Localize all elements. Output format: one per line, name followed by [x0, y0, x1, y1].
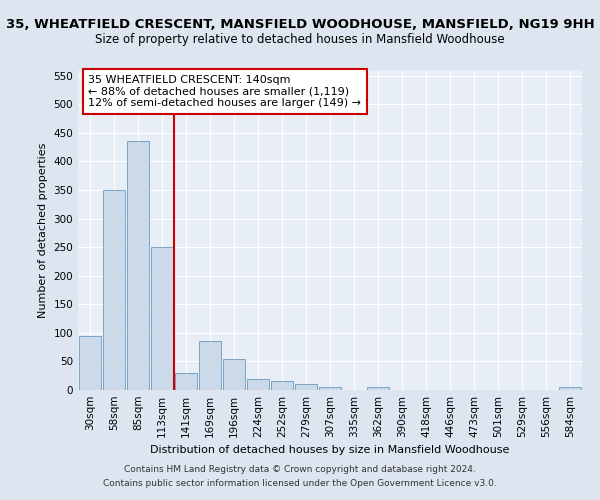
Text: 35, WHEATFIELD CRESCENT, MANSFIELD WOODHOUSE, MANSFIELD, NG19 9HH: 35, WHEATFIELD CRESCENT, MANSFIELD WOODH…: [5, 18, 595, 30]
Bar: [175, 373, 197, 390]
Bar: [127, 142, 149, 390]
X-axis label: Distribution of detached houses by size in Mansfield Woodhouse: Distribution of detached houses by size …: [151, 446, 509, 456]
Text: Contains HM Land Registry data © Crown copyright and database right 2024.
Contai: Contains HM Land Registry data © Crown c…: [103, 466, 497, 487]
Bar: [367, 387, 389, 390]
Bar: [319, 387, 341, 390]
Bar: [79, 336, 101, 390]
Y-axis label: Number of detached properties: Number of detached properties: [38, 142, 48, 318]
Bar: [151, 247, 173, 390]
Text: 35 WHEATFIELD CRESCENT: 140sqm
← 88% of detached houses are smaller (1,119)
12% : 35 WHEATFIELD CRESCENT: 140sqm ← 88% of …: [88, 75, 361, 108]
Bar: [247, 378, 269, 390]
Bar: [223, 358, 245, 390]
Bar: [271, 382, 293, 390]
Bar: [199, 342, 221, 390]
Bar: [103, 190, 125, 390]
Bar: [295, 384, 317, 390]
Text: Size of property relative to detached houses in Mansfield Woodhouse: Size of property relative to detached ho…: [95, 32, 505, 46]
Bar: [559, 387, 581, 390]
